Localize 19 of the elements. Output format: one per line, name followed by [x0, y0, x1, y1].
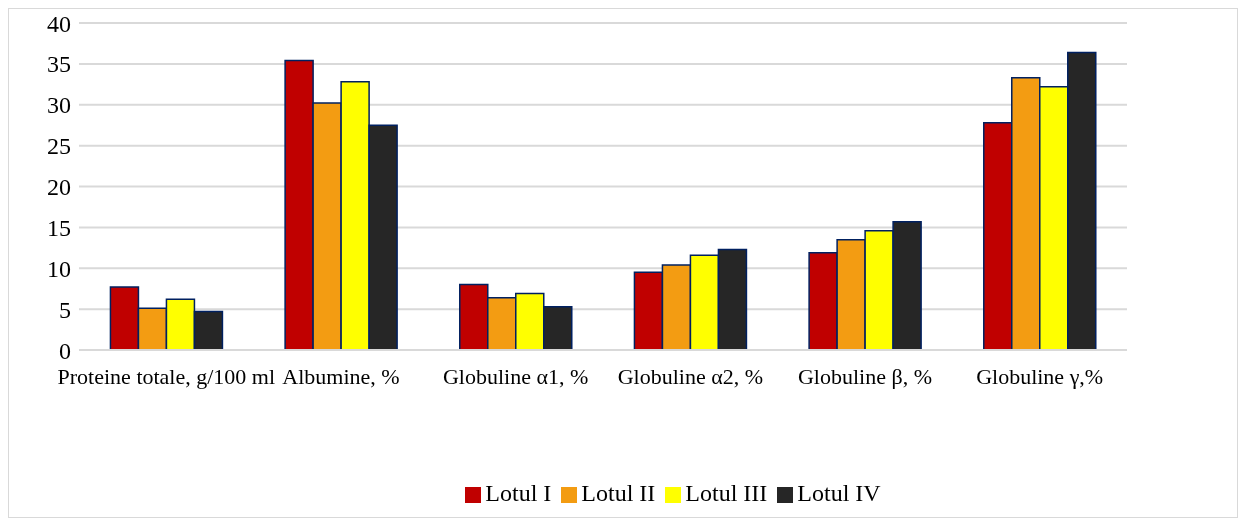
y-tick-label: 40	[47, 10, 71, 37]
x-tick-label: Proteine totale, g/100 ml	[57, 363, 276, 389]
y-tick-label: 35	[47, 51, 71, 78]
legend-label: Lotul II	[581, 480, 656, 506]
y-tick-label: 10	[47, 255, 71, 282]
y-tick-label: 20	[47, 174, 71, 201]
x-tick-label: Globuline α1, %	[442, 363, 589, 389]
x-tick-label: Albumine, %	[282, 363, 400, 389]
y-tick-label: 30	[47, 92, 71, 119]
x-tick-label: Globuline γ,%	[976, 363, 1104, 389]
y-tick-label: 5	[59, 296, 71, 323]
legend-label: Lotul I	[485, 480, 552, 506]
legend-label: Lotul III	[685, 480, 768, 506]
y-tick-label: 25	[47, 133, 71, 160]
y-tick-label: 15	[47, 214, 71, 241]
legend-label: Lotul IV	[797, 480, 881, 506]
x-tick-label: Globuline α2, %	[617, 363, 764, 389]
y-tick-label: 0	[59, 337, 71, 364]
x-tick-label: Globuline β, %	[797, 363, 933, 389]
